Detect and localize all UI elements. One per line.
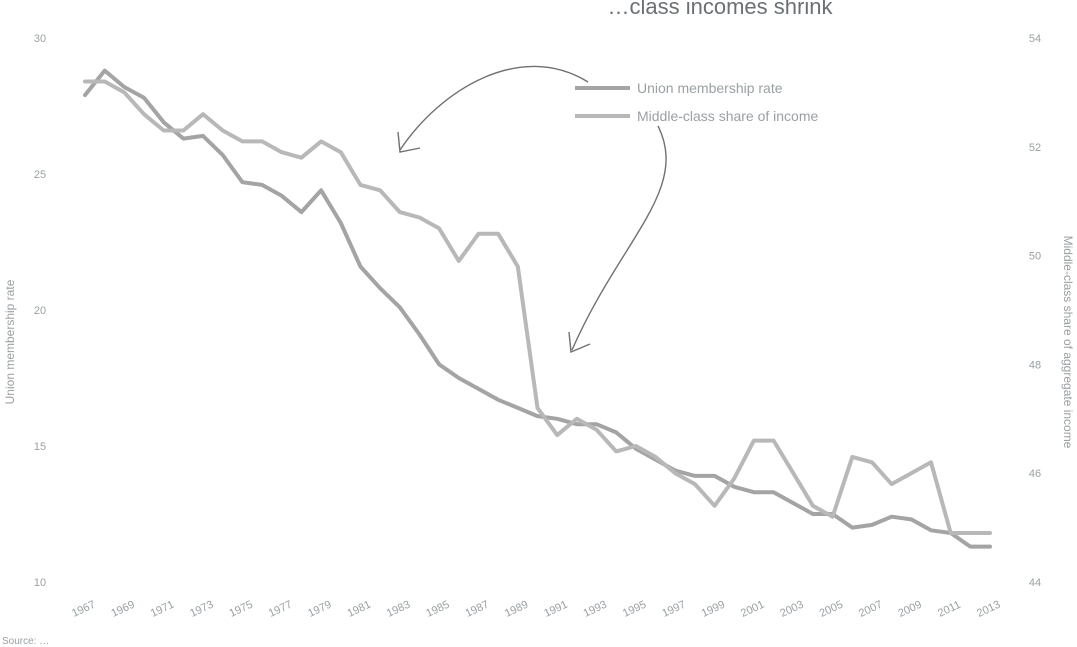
right-axis: 44 46 48 50 52 54 (1029, 33, 1041, 589)
left-tick-label: 15 (34, 441, 46, 453)
right-tick-label: 48 (1029, 359, 1041, 371)
right-tick-label: 50 (1029, 251, 1041, 263)
x-tick-label: 1985 (424, 599, 451, 620)
x-tick-label: 2013 (975, 599, 1002, 620)
arrow-head-middle-class (568, 331, 591, 354)
x-tick-label: 2001 (739, 599, 766, 620)
x-tick-label: 2011 (936, 599, 963, 620)
right-tick-label: 44 (1029, 577, 1041, 589)
annotation-arrows (397, 65, 667, 354)
arrow-to-union-line (399, 65, 589, 151)
chart-title: …class incomes shrink (608, 0, 834, 19)
x-tick-label: 1971 (149, 599, 176, 620)
x-tick-label: 1999 (700, 599, 727, 620)
x-tick-label: 1967 (70, 599, 97, 620)
x-tick-label: 1975 (227, 599, 254, 620)
legend: Union membership rate Middle-class share… (575, 80, 819, 124)
left-tick-label: 30 (34, 33, 46, 45)
right-tick-label: 46 (1029, 468, 1041, 480)
right-tick-label: 52 (1029, 142, 1041, 154)
x-tick-label: 1977 (267, 599, 294, 620)
x-tick-label: 1973 (188, 599, 215, 620)
left-tick-label: 10 (34, 577, 46, 589)
x-axis: 1967 1969 1971 1973 1975 1977 1979 1981 1983 1985… (70, 599, 1002, 620)
left-axis: 10 15 20 25 30 (34, 33, 46, 589)
arrow-to-middle-class-line (571, 125, 667, 351)
legend-label-middle-class: Middle-class share of income (637, 108, 819, 124)
x-tick-label: 2005 (818, 599, 845, 620)
x-tick-label: 1987 (464, 599, 491, 620)
x-tick-label: 1997 (660, 599, 687, 620)
x-tick-label: 1979 (306, 599, 333, 620)
x-tick-label: 1969 (109, 599, 136, 620)
x-tick-label: 1981 (346, 599, 373, 620)
x-tick-label: 1989 (503, 599, 530, 620)
x-tick-label: 2007 (857, 599, 884, 620)
source-note: Source: … (2, 636, 49, 647)
left-tick-label: 20 (34, 305, 46, 317)
series-layer (83, 68, 992, 549)
series-line-middle-class-share (83, 79, 992, 535)
left-axis-title: Union membership rate (3, 279, 17, 404)
right-axis-title: Middle-class share of aggregate income (1061, 236, 1075, 449)
arrow-head-union (397, 131, 421, 153)
right-tick-label: 54 (1029, 33, 1041, 45)
x-tick-label: 1993 (582, 599, 609, 620)
series-line-union-membership (83, 68, 992, 549)
legend-label-union: Union membership rate (637, 80, 783, 96)
x-tick-label: 1995 (621, 599, 648, 620)
x-tick-label: 2003 (778, 599, 805, 620)
x-tick-label: 1983 (385, 599, 412, 620)
x-tick-label: 2009 (896, 599, 923, 620)
left-tick-label: 25 (34, 169, 46, 181)
x-tick-label: 1991 (542, 599, 569, 620)
